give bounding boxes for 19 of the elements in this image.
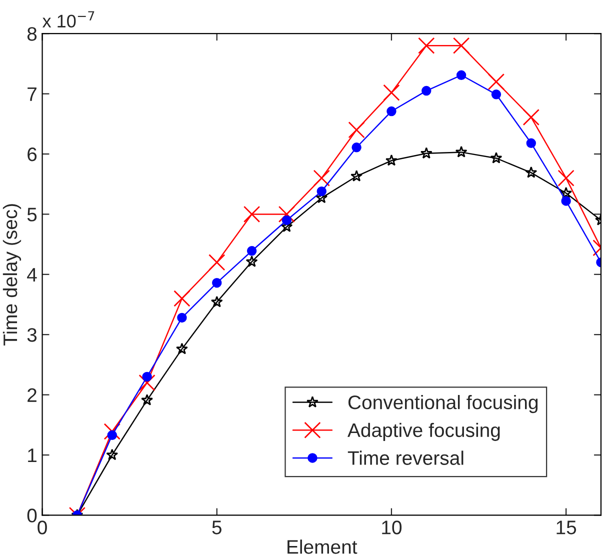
x-tick-label: 0: [38, 520, 47, 534]
x-tick-label: 10: [382, 520, 402, 534]
x-tick-label: 15: [556, 520, 576, 534]
y-tick-label: 4: [27, 268, 37, 282]
legend-label: Conventional focusing: [348, 394, 538, 414]
legend-label: Adaptive focusing: [348, 422, 500, 441]
y-tick-label: 1: [28, 448, 36, 462]
y-tick-label: 6: [28, 147, 37, 162]
y-tick-label: 5: [27, 208, 37, 222]
x-tick-label: 5: [212, 520, 222, 534]
y-tick-label: 2: [28, 388, 36, 402]
text: x 10$^{−7}$: [42, 11, 94, 28]
y-axis-title: Time delay (sec): [2, 204, 22, 346]
legend-label: Time reversal: [348, 450, 464, 465]
y-tick-label: 8: [27, 27, 37, 41]
y-tick-label: 7: [28, 87, 36, 101]
x-axis-title: Element: [288, 540, 358, 554]
y-tick-label: 0: [27, 508, 37, 522]
y-tick-label: 3: [27, 328, 37, 342]
